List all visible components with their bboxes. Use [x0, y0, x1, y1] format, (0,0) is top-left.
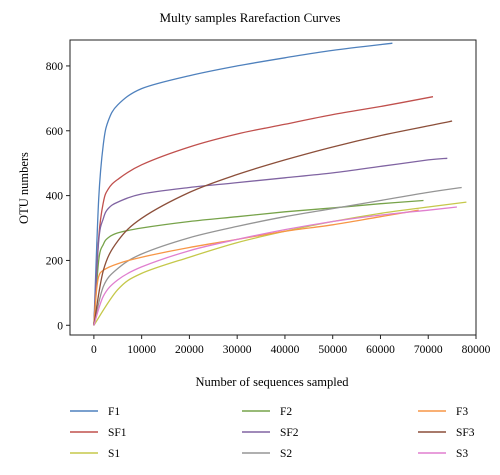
series-line-sf1 [93, 96, 434, 326]
y-tick-label: 800 [46, 61, 64, 73]
legend-label: S1 [108, 448, 120, 460]
legend-item-s3: S3 [418, 448, 468, 460]
y-axis-label: OTU numbers [17, 152, 31, 224]
x-axis: 0 10000 20000 30000 40000 50000 60000 70000 8000… [91, 335, 491, 356]
series-lines [93, 42, 467, 326]
x-axis-label: Number of sequences sampled [195, 375, 349, 389]
series-line-f3 [93, 209, 419, 326]
x-tick-label: 40000 [271, 344, 300, 356]
legend-label: SF3 [456, 427, 475, 439]
legend-label: SF1 [108, 427, 127, 439]
series-line-sf3 [93, 120, 453, 326]
x-tick-label: 60000 [366, 344, 395, 356]
x-tick-label: 80000 [462, 344, 491, 356]
x-tick-label: 10000 [127, 344, 156, 356]
series-line-s1 [93, 201, 467, 326]
y-tick-label: 200 [46, 255, 64, 267]
legend-label: F1 [108, 406, 120, 418]
series-line-s2 [93, 186, 462, 326]
legend-item-f1: F1 [70, 406, 120, 418]
x-tick-label: 20000 [175, 344, 204, 356]
x-tick-label: 30000 [223, 344, 252, 356]
x-tick-label: 0 [91, 344, 97, 356]
legend-item-sf2: SF2 [242, 427, 299, 439]
y-tick-label: 400 [46, 191, 64, 203]
y-tick-label: 600 [46, 126, 64, 138]
y-axis: 0 200 400 600 800 [46, 61, 70, 332]
legend-item-sf1: SF1 [70, 427, 127, 439]
legend: F1 SF1 S1 F2 SF2 S2 F3 SF3 S3 [70, 406, 475, 460]
legend-item-s2: S2 [242, 448, 292, 460]
legend-label: F3 [456, 406, 468, 418]
legend-label: S2 [280, 448, 292, 460]
chart-title: Multy samples Rarefaction Curves [160, 10, 341, 25]
y-tick-label: 0 [57, 320, 63, 332]
series-line-s3 [93, 206, 457, 326]
legend-item-s1: S1 [70, 448, 120, 460]
legend-item-sf3: SF3 [418, 427, 475, 439]
plot-frame [69, 39, 477, 336]
legend-label: F2 [280, 406, 292, 418]
series-line-f1 [93, 42, 393, 326]
legend-item-f2: F2 [242, 406, 292, 418]
series-line-f2 [93, 199, 424, 326]
legend-label: S3 [456, 448, 468, 460]
x-tick-label: 70000 [414, 344, 443, 356]
legend-label: SF2 [280, 427, 299, 439]
x-tick-label: 50000 [318, 344, 347, 356]
legend-item-f3: F3 [418, 406, 468, 418]
series-line-sf2 [93, 157, 448, 326]
